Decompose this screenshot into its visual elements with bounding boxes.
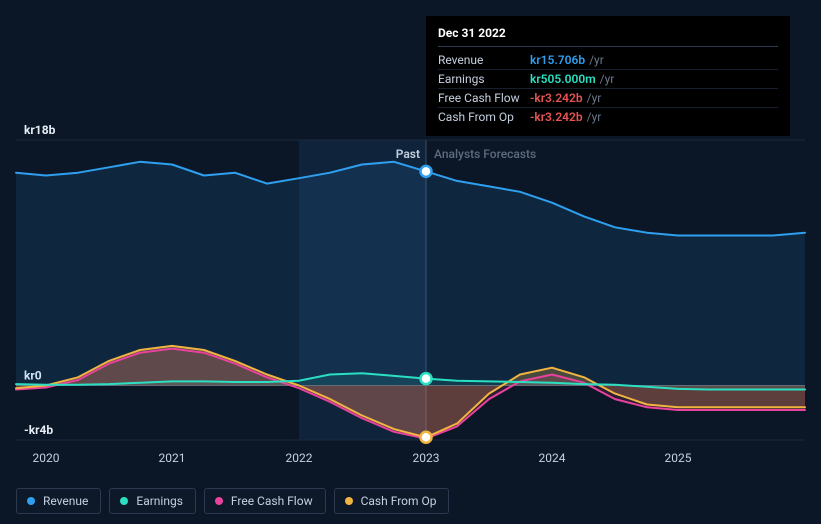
- tooltip-date: Dec 31 2022: [438, 24, 778, 47]
- legend-label: Revenue: [43, 494, 88, 508]
- legend-item-revenue[interactable]: Revenue: [16, 488, 101, 514]
- svg-text:2023: 2023: [413, 451, 440, 465]
- tooltip-row: Cash From Op-kr3.242b/yr: [438, 108, 778, 126]
- legend-dot-icon: [120, 497, 128, 505]
- svg-text:Analysts Forecasts: Analysts Forecasts: [434, 147, 536, 161]
- tooltip-row: Revenuekr15.706b/yr: [438, 51, 778, 70]
- legend-item-cfo[interactable]: Cash From Op: [334, 488, 450, 514]
- legend-item-earnings[interactable]: Earnings: [109, 488, 196, 514]
- legend-dot-icon: [345, 497, 353, 505]
- chart-legend: Revenue Earnings Free Cash Flow Cash From O…: [16, 488, 449, 514]
- legend-item-fcf[interactable]: Free Cash Flow: [204, 488, 326, 514]
- tooltip-unit: /yr: [589, 53, 604, 67]
- svg-text:2021: 2021: [159, 451, 186, 465]
- svg-text:2025: 2025: [665, 451, 692, 465]
- tooltip-unit: /yr: [587, 110, 602, 124]
- tooltip-value: -kr3.242b: [530, 110, 583, 124]
- svg-text:kr18b: kr18b: [24, 123, 56, 137]
- tooltip-row: Earningskr505.000m/yr: [438, 70, 778, 89]
- tooltip-value: kr505.000m: [530, 72, 596, 86]
- svg-text:Past: Past: [396, 147, 420, 161]
- tooltip-label: Cash From Op: [438, 110, 530, 124]
- tooltip-value: kr15.706b: [530, 53, 585, 67]
- svg-text:2024: 2024: [539, 451, 566, 465]
- svg-text:2022: 2022: [286, 451, 313, 465]
- tooltip-unit: /yr: [587, 91, 602, 105]
- tooltip-row: Free Cash Flow-kr3.242b/yr: [438, 89, 778, 108]
- tooltip-label: Revenue: [438, 53, 530, 67]
- legend-label: Earnings: [136, 494, 183, 508]
- svg-text:-kr4b: -kr4b: [24, 423, 53, 437]
- tooltip-unit: /yr: [600, 72, 615, 86]
- svg-text:2020: 2020: [33, 451, 60, 465]
- legend-label: Cash From Op: [361, 494, 437, 508]
- legend-dot-icon: [27, 497, 35, 505]
- chart-tooltip: Dec 31 2022 Revenuekr15.706b/yrEarningsk…: [426, 16, 790, 136]
- legend-label: Free Cash Flow: [231, 494, 313, 508]
- tooltip-label: Free Cash Flow: [438, 91, 530, 105]
- legend-dot-icon: [215, 497, 223, 505]
- forecast-chart: kr18bkr0-kr4b202020212022202320242025Pas…: [0, 0, 821, 524]
- tooltip-label: Earnings: [438, 72, 530, 86]
- tooltip-value: -kr3.242b: [530, 91, 583, 105]
